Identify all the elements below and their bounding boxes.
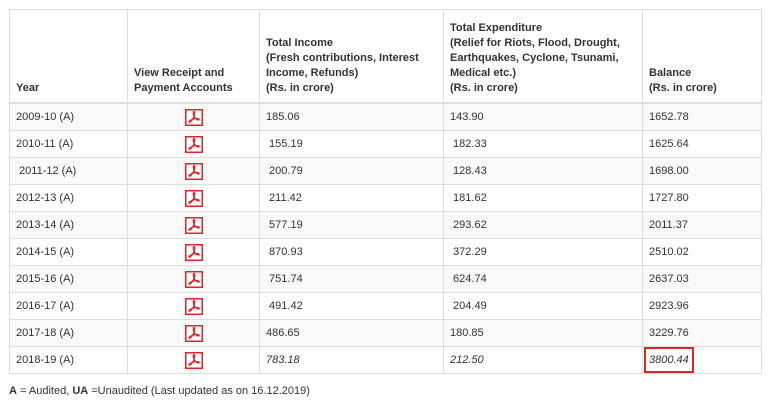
- cell-year: 2017-18 (A): [9, 319, 128, 347]
- cell-balance: 2510.02: [642, 238, 762, 266]
- cell-year: 2018-19 (A): [9, 346, 128, 374]
- cell-balance: 1625.64: [642, 130, 762, 158]
- table-header-row: Year View Receipt and Payment Accounts T…: [9, 9, 762, 104]
- table-row: 2013-14 (A) 577.19 293.62 2011.37: [9, 211, 762, 239]
- cell-total-income: 185.06: [259, 102, 444, 131]
- header-year: Year: [9, 9, 128, 104]
- cell-view-accounts: [127, 346, 260, 374]
- header-view-accounts: View Receipt and Payment Accounts: [127, 9, 260, 104]
- footnote-unaudited-key: UA: [72, 385, 89, 397]
- cell-balance: 1727.80: [642, 184, 762, 212]
- cell-balance: 3229.76: [642, 319, 762, 347]
- table-row: 2017-18 (A) 486.65 180.85 3229.76: [9, 319, 762, 347]
- cell-year: 2016-17 (A): [9, 292, 128, 320]
- cell-balance: 2637.03: [642, 265, 762, 293]
- cell-year: 2011-12 (A): [9, 157, 128, 185]
- cell-total-expenditure: 212.50: [443, 346, 643, 374]
- cell-balance: 1652.78: [642, 102, 762, 131]
- cell-total-income: 577.19: [259, 211, 444, 239]
- cell-total-income: 211.42: [259, 184, 444, 212]
- cell-total-income: 751.74: [259, 265, 444, 293]
- pdf-icon[interactable]: [184, 135, 203, 153]
- cell-total-expenditure: 181.62: [443, 184, 643, 212]
- table-row: 2014-15 (A) 870.93 372.29 2510.02: [9, 238, 762, 266]
- cell-total-income: 486.65: [259, 319, 444, 347]
- cell-view-accounts: [127, 292, 260, 320]
- highlighted-balance: 3800.44: [644, 347, 694, 373]
- table-row: 2018-19 (A) 783.18 212.50 3800.44: [9, 346, 762, 374]
- cell-total-expenditure: 372.29: [443, 238, 643, 266]
- cell-balance: 2923.96: [642, 292, 762, 320]
- cell-year: 2009-10 (A): [9, 102, 128, 131]
- pdf-icon[interactable]: [184, 243, 203, 261]
- cell-total-expenditure: 143.90: [443, 102, 643, 131]
- table-row: 2016-17 (A) 491.42 204.49 2923.96: [9, 292, 762, 320]
- table-row: 2010-11 (A) 155.19 182.33 1625.64: [9, 130, 762, 158]
- pdf-icon[interactable]: [184, 297, 203, 315]
- cell-total-expenditure: 624.74: [443, 265, 643, 293]
- table-row: 2012-13 (A) 211.42 181.62 1727.80: [9, 184, 762, 212]
- pdf-icon[interactable]: [184, 216, 203, 234]
- cell-total-income: 200.79: [259, 157, 444, 185]
- accounts-table: Year View Receipt and Payment Accounts T…: [9, 9, 762, 374]
- table-body: 2009-10 (A) 185.06 143.90 1652.78 2010-11 (A…: [9, 102, 762, 374]
- cell-year: 2015-16 (A): [9, 265, 128, 293]
- cell-balance: 1698.00: [642, 157, 762, 185]
- table-row: 2011-12 (A) 200.79 128.43 1698.00: [9, 157, 762, 185]
- cell-total-expenditure: 128.43: [443, 157, 643, 185]
- cell-view-accounts: [127, 102, 260, 131]
- cell-view-accounts: [127, 265, 260, 293]
- accounts-table-container: Year View Receipt and Payment Accounts T…: [9, 9, 762, 374]
- cell-balance: 2011.37: [642, 211, 762, 239]
- cell-view-accounts: [127, 211, 260, 239]
- pdf-icon[interactable]: [184, 351, 203, 369]
- cell-view-accounts: [127, 238, 260, 266]
- cell-total-expenditure: 182.33: [443, 130, 643, 158]
- table-row: 2009-10 (A) 185.06 143.90 1652.78: [9, 102, 762, 131]
- footnote: A = Audited, UA =Unaudited (Last updated…: [9, 385, 310, 397]
- header-total-expenditure: Total Expenditure (Relief for Riots, Flo…: [443, 9, 643, 104]
- cell-total-expenditure: 204.49: [443, 292, 643, 320]
- cell-total-expenditure: 180.85: [443, 319, 643, 347]
- cell-total-income: 870.93: [259, 238, 444, 266]
- cell-total-income: 491.42: [259, 292, 444, 320]
- cell-year: 2012-13 (A): [9, 184, 128, 212]
- header-total-income: Total Income (Fresh contributions, Inter…: [259, 9, 444, 104]
- cell-year: 2010-11 (A): [9, 130, 128, 158]
- footnote-audited-key: A: [9, 385, 17, 397]
- cell-year: 2013-14 (A): [9, 211, 128, 239]
- cell-view-accounts: [127, 157, 260, 185]
- table-row: 2015-16 (A) 751.74 624.74 2637.03: [9, 265, 762, 293]
- cell-view-accounts: [127, 130, 260, 158]
- cell-view-accounts: [127, 184, 260, 212]
- footnote-audited-text: = Audited,: [16, 385, 73, 397]
- footnote-unaudited-text: =Unaudited (Last updated as on 16.12.201…: [88, 385, 310, 397]
- cell-total-income: 783.18: [259, 346, 444, 374]
- pdf-icon[interactable]: [184, 162, 203, 180]
- pdf-icon[interactable]: [184, 189, 203, 207]
- pdf-icon[interactable]: [184, 324, 203, 342]
- cell-total-expenditure: 293.62: [443, 211, 643, 239]
- pdf-icon[interactable]: [184, 270, 203, 288]
- cell-year: 2014-15 (A): [9, 238, 128, 266]
- pdf-icon[interactable]: [184, 108, 203, 126]
- cell-total-income: 155.19: [259, 130, 444, 158]
- header-balance: Balance (Rs. in crore): [642, 9, 762, 104]
- cell-balance: 3800.44: [642, 346, 762, 374]
- cell-view-accounts: [127, 319, 260, 347]
